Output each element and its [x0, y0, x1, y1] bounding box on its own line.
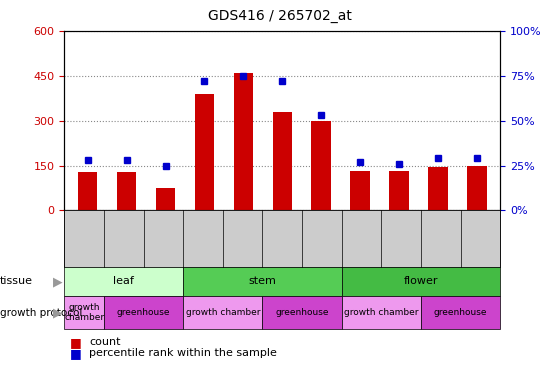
Text: ■: ■	[70, 347, 82, 360]
Text: growth
chamber: growth chamber	[64, 303, 104, 322]
Bar	[311, 122, 331, 210]
Bar	[428, 167, 448, 210]
Bar	[234, 73, 253, 210]
Text: tissue: tissue	[0, 276, 33, 287]
Text: ▶: ▶	[53, 306, 63, 319]
Text: ▶: ▶	[53, 275, 63, 288]
Text: flower: flower	[404, 276, 438, 287]
Text: count: count	[89, 337, 121, 347]
Text: leaf: leaf	[113, 276, 134, 287]
Bar	[195, 94, 214, 210]
Bar	[78, 172, 97, 210]
Bar	[156, 188, 175, 210]
Bar	[390, 171, 409, 210]
Text: greenhouse: greenhouse	[117, 308, 170, 317]
Text: stem: stem	[249, 276, 276, 287]
Text: greenhouse: greenhouse	[434, 308, 487, 317]
Text: ■: ■	[70, 336, 82, 349]
Text: growth chamber: growth chamber	[186, 308, 260, 317]
Text: growth chamber: growth chamber	[344, 308, 419, 317]
Bar	[273, 112, 292, 210]
Text: growth protocol: growth protocol	[0, 307, 82, 318]
Text: percentile rank within the sample: percentile rank within the sample	[89, 348, 277, 358]
Bar	[117, 172, 136, 210]
Text: greenhouse: greenhouse	[276, 308, 329, 317]
Bar	[467, 165, 487, 210]
Bar	[350, 171, 370, 210]
Text: GDS416 / 265702_at: GDS416 / 265702_at	[207, 9, 352, 23]
